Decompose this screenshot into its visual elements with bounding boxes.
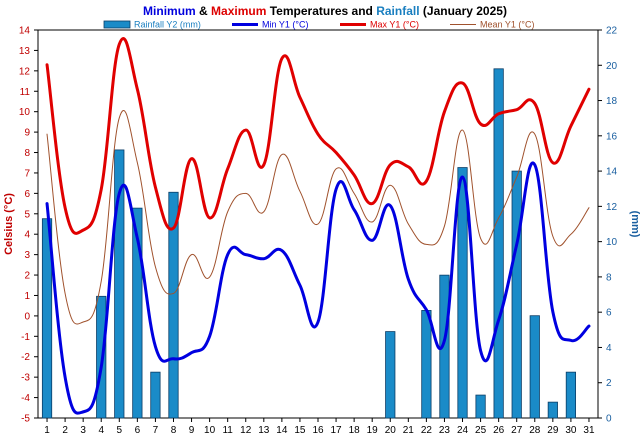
x-tick-label: 7	[153, 425, 159, 436]
chart-title-part: Rainfall	[376, 4, 419, 18]
x-tick-label: 12	[240, 425, 252, 436]
x-tick-label: 22	[421, 425, 433, 436]
x-tick-label: 31	[583, 425, 595, 436]
temperature-lines	[45, 37, 591, 415]
right-tick-label: 16	[606, 131, 618, 142]
x-tick-label: 9	[189, 425, 195, 436]
chart-title: Minimum & Maximum Temperatures and Rainf…	[143, 4, 507, 18]
x-tick-label: 18	[349, 425, 361, 436]
rainfall-bar	[421, 310, 432, 419]
left-tick-label: 12	[19, 66, 31, 77]
rainfall-bar	[529, 315, 540, 419]
x-tick-label: 3	[80, 425, 86, 436]
left-tick-label: 1	[24, 291, 30, 302]
legend-label: Rainfall Y2 (mm)	[134, 20, 201, 30]
rainfall-bar	[457, 167, 468, 419]
x-tick-label: 2	[62, 425, 68, 436]
chart-title-part: (January 2025)	[420, 4, 507, 18]
left-tick-label: 0	[24, 311, 30, 322]
rainfall-bar	[565, 371, 577, 419]
left-tick-label: 8	[24, 148, 30, 159]
min-temperature-line	[45, 161, 591, 415]
x-tick-label: 19	[367, 425, 379, 436]
y-axis-label-right: (mm)	[629, 211, 640, 238]
legend-label: Min Y1 (°C)	[262, 20, 308, 30]
x-tick-label: 21	[403, 425, 415, 436]
left-tick-label: 14	[19, 26, 31, 37]
rainfall-bar	[385, 331, 396, 419]
left-tick-label: 9	[24, 128, 30, 139]
x-tick-label: 1	[44, 425, 50, 436]
right-tick-label: 14	[606, 167, 618, 178]
right-tick-label: 2	[606, 378, 612, 389]
rainfall-bar	[150, 371, 161, 419]
x-tick-label: 20	[385, 425, 397, 436]
x-tick-label: 16	[312, 425, 324, 436]
right-tick-label: 10	[606, 237, 618, 248]
x-tick-label: 8	[171, 425, 177, 436]
x-tick-label: 26	[493, 425, 505, 436]
x-axis: 1 2 3 4 5 6 7 8 9 10 11 12 13 14 15 16 17 18 19 20 21 22 23 24 2…	[44, 418, 595, 436]
left-tick-label: -1	[21, 332, 30, 343]
left-tick-label: 4	[24, 230, 30, 241]
left-tick-label: 5	[24, 209, 30, 220]
rainfall-bar	[493, 68, 504, 419]
chart-title-part: &	[196, 4, 211, 18]
x-tick-label: 4	[98, 425, 104, 436]
left-tick-label: -4	[21, 393, 30, 404]
x-tick-label: 25	[475, 425, 487, 436]
right-tick-label: 8	[606, 272, 612, 283]
right-tick-label: 0	[606, 414, 612, 425]
x-tick-label: 13	[258, 425, 270, 436]
left-tick-label: 2	[24, 271, 30, 282]
x-tick-label: 24	[457, 425, 469, 436]
right-tick-label: 18	[606, 96, 618, 107]
rainfall-bar	[475, 394, 486, 419]
x-tick-label: 5	[117, 425, 123, 436]
right-tick-label: 22	[606, 26, 618, 37]
rainfall-bar	[511, 170, 522, 419]
x-tick-label: 14	[276, 425, 288, 436]
x-tick-label: 10	[204, 425, 216, 436]
left-tick-label: 13	[19, 46, 31, 57]
max-temperature-line	[45, 37, 591, 235]
left-tick-label: -2	[21, 352, 30, 363]
x-tick-label: 11	[222, 425, 233, 436]
chart-title-part: Temperatures and	[266, 4, 376, 18]
legend-label: Mean Y1 (°C)	[480, 20, 534, 30]
right-tick-label: 12	[606, 202, 618, 213]
left-tick-label: 7	[24, 168, 30, 179]
left-tick-label: -3	[21, 373, 30, 384]
right-axis: 0 2 4 6 8 10 12 14 16 18 20 22	[598, 26, 618, 425]
x-tick-label: 23	[439, 425, 451, 436]
right-tick-label: 4	[606, 343, 612, 354]
legend-swatch-rainfall	[103, 20, 131, 29]
x-tick-label: 29	[547, 425, 559, 436]
x-tick-label: 30	[565, 425, 577, 436]
left-tick-label: 6	[24, 189, 30, 200]
chart-legend: Rainfall Y2 (mm) Min Y1 (°C) Max Y1 (°C) Me…	[103, 20, 534, 30]
mean-temperature-line	[46, 110, 590, 325]
left-tick-label: 10	[19, 107, 31, 118]
right-tick-label: 6	[606, 308, 612, 319]
left-tick-label: -5	[21, 414, 30, 425]
x-tick-label: 15	[294, 425, 306, 436]
right-tick-label: 20	[606, 61, 618, 72]
rainfall-bar	[547, 401, 558, 419]
x-tick-label: 6	[135, 425, 141, 436]
left-tick-label: 3	[24, 250, 30, 261]
chart-title-part: Maximum	[211, 4, 266, 18]
chart-title-text: Minimum & Maximum Temperatures and Rainf…	[143, 4, 507, 18]
x-tick-label: 28	[529, 425, 541, 436]
left-tick-label: 11	[20, 87, 31, 98]
y-axis-label-left: Celsius (°C)	[3, 193, 15, 255]
x-tick-label: 27	[511, 425, 523, 436]
chart-title-part: Minimum	[143, 4, 196, 18]
legend-label: Max Y1 (°C)	[370, 20, 419, 30]
x-tick-label: 17	[331, 425, 343, 436]
